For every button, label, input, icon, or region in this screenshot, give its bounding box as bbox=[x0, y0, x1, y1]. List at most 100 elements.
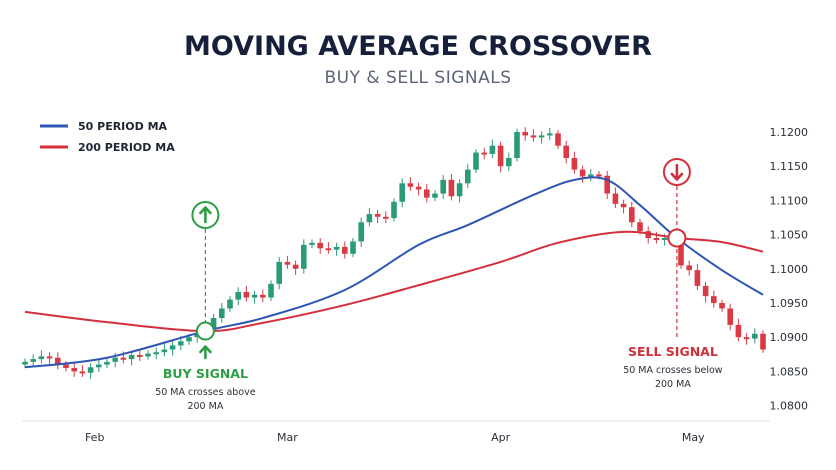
candle bbox=[325, 242, 332, 254]
candle bbox=[104, 358, 110, 368]
candle-body bbox=[506, 157, 512, 167]
candle-body bbox=[120, 357, 127, 360]
candle-body bbox=[604, 175, 610, 194]
candle-body bbox=[260, 294, 266, 298]
candle-body bbox=[104, 361, 110, 365]
candle-body bbox=[579, 169, 586, 177]
candle bbox=[530, 129, 537, 142]
candle-body bbox=[235, 292, 241, 300]
candle-body bbox=[620, 203, 627, 208]
candle bbox=[497, 141, 504, 173]
candle bbox=[629, 201, 635, 228]
candle bbox=[399, 178, 405, 208]
candle-body bbox=[424, 189, 430, 198]
arrow-up-icon bbox=[199, 345, 212, 360]
candle bbox=[407, 177, 414, 191]
candle-body bbox=[366, 214, 373, 223]
candle bbox=[309, 239, 315, 249]
candle bbox=[268, 280, 274, 301]
candle bbox=[292, 260, 299, 275]
buy-signal: BUY SIGNAL 50 MA crosses above 200 MA bbox=[155, 201, 256, 412]
candle-body bbox=[358, 222, 364, 242]
candles bbox=[22, 127, 766, 379]
candle-body bbox=[186, 337, 192, 342]
arrow-down-icon bbox=[670, 163, 684, 181]
candle-body bbox=[686, 265, 692, 271]
candle bbox=[55, 352, 61, 370]
candle-body bbox=[301, 244, 307, 269]
candle bbox=[506, 152, 512, 171]
candle bbox=[719, 299, 725, 312]
candle bbox=[563, 140, 569, 164]
x-axis: Feb Mar Apr May bbox=[85, 431, 705, 444]
candle-body bbox=[497, 145, 504, 167]
candle-body bbox=[383, 216, 389, 219]
candle-body bbox=[465, 169, 471, 184]
candle bbox=[702, 281, 709, 303]
candle-body bbox=[325, 248, 332, 251]
candle-body bbox=[702, 285, 709, 297]
candle-body bbox=[530, 135, 537, 138]
candle bbox=[350, 238, 356, 258]
candle-body bbox=[407, 183, 414, 187]
candle-body bbox=[760, 333, 766, 350]
candle-body bbox=[284, 261, 291, 265]
candle bbox=[161, 343, 168, 357]
buy-signal-note: 200 MA bbox=[187, 401, 223, 412]
candle bbox=[473, 149, 479, 174]
candle-body bbox=[333, 246, 340, 250]
candle-body bbox=[374, 214, 381, 217]
candle bbox=[87, 363, 94, 379]
candle bbox=[760, 330, 766, 353]
candle-body bbox=[678, 238, 684, 266]
buy-signal-note: 50 MA crosses above bbox=[155, 387, 256, 398]
candle-body bbox=[473, 152, 479, 170]
candle-body bbox=[440, 179, 446, 194]
sell-signal-note: 50 MA crosses below bbox=[623, 365, 723, 376]
candle bbox=[71, 363, 77, 377]
y-tick-label: 1.0900 bbox=[770, 331, 809, 344]
candle-body bbox=[555, 133, 561, 146]
candle bbox=[219, 303, 225, 323]
candle bbox=[128, 350, 135, 366]
candle bbox=[752, 328, 758, 344]
candle bbox=[571, 151, 578, 174]
legend-label-200ma: 200 PERIOD MA bbox=[78, 141, 175, 154]
candle bbox=[46, 352, 53, 364]
y-tick-label: 1.1000 bbox=[770, 263, 809, 276]
candle-body bbox=[596, 174, 602, 177]
candle-body bbox=[391, 201, 397, 219]
candle-body bbox=[432, 193, 438, 198]
candle bbox=[342, 241, 348, 259]
legend-label-50ma: 50 PERIOD MA bbox=[78, 120, 168, 133]
candle-body bbox=[694, 270, 701, 286]
sell-signal-note: 200 MA bbox=[655, 379, 691, 390]
candle bbox=[547, 127, 553, 141]
candle-body bbox=[653, 238, 660, 241]
candle bbox=[79, 365, 86, 377]
x-tick-label: May bbox=[682, 431, 705, 444]
candle-body bbox=[71, 367, 77, 372]
candle-body bbox=[752, 333, 758, 339]
candle bbox=[727, 303, 733, 331]
candle-body bbox=[309, 242, 315, 245]
candle bbox=[465, 164, 471, 189]
candle bbox=[137, 349, 143, 362]
candle-body bbox=[145, 353, 151, 357]
candle-body bbox=[219, 308, 225, 319]
sell-crossover-point bbox=[667, 228, 687, 248]
candle-body bbox=[22, 361, 28, 365]
sell-signal: SELL SIGNAL 50 MA crosses below 200 MA bbox=[623, 158, 723, 390]
candle-body bbox=[481, 152, 487, 155]
candle bbox=[366, 207, 373, 227]
candle-body bbox=[46, 356, 53, 359]
candle bbox=[227, 296, 233, 312]
candle bbox=[645, 226, 651, 244]
candle-body bbox=[456, 183, 463, 197]
candle bbox=[653, 231, 660, 244]
candle-body bbox=[719, 303, 725, 309]
candle-body bbox=[227, 299, 233, 309]
candle bbox=[456, 179, 463, 203]
y-tick-label: 1.1200 bbox=[770, 126, 809, 139]
candle-body bbox=[112, 357, 118, 362]
